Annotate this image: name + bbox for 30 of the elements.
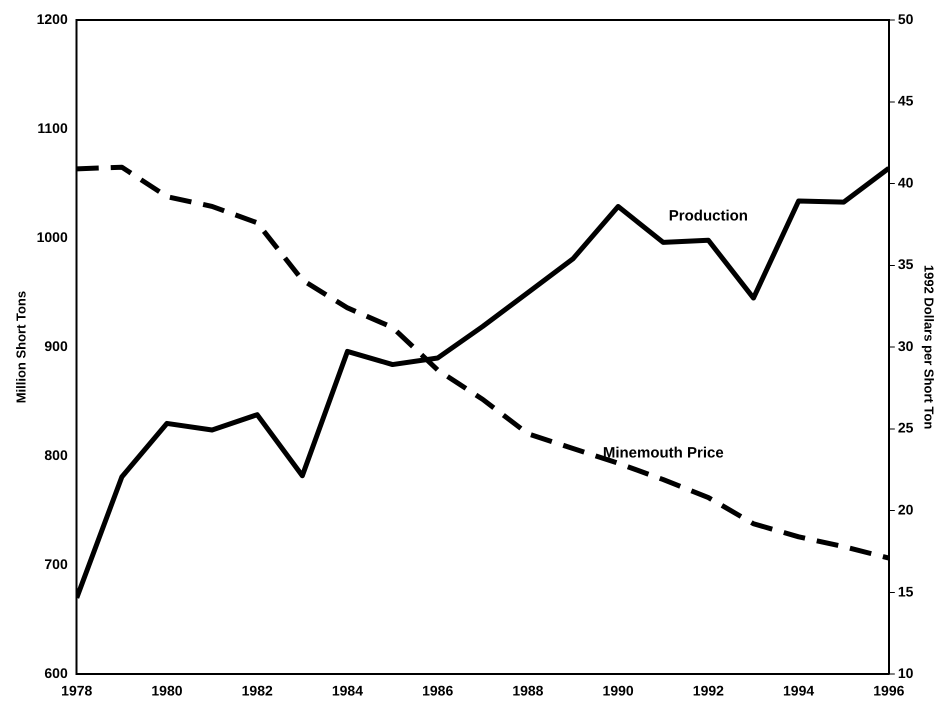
x-tick-label: 1986 <box>422 682 454 698</box>
y-tick-label: 1100 <box>37 120 68 136</box>
y2-tick-label: 40 <box>898 174 914 190</box>
x-tick-label: 1992 <box>692 682 724 698</box>
y-tick-label: 1200 <box>36 10 68 27</box>
series-label: Production <box>668 207 748 224</box>
y-axis-title: Million Short Tons <box>13 290 28 404</box>
x-tick-label: 1980 <box>151 682 183 698</box>
y2-tick-label: 45 <box>898 92 914 109</box>
y-tick-label: 700 <box>44 556 68 572</box>
y2-tick-label: 35 <box>898 256 914 272</box>
y2-tick-label: 20 <box>898 502 914 518</box>
x-tick-label: 1994 <box>783 682 814 698</box>
y2-tick-label: 25 <box>898 420 914 436</box>
x-tick-label: 1978 <box>61 682 93 698</box>
x-tick-label: 1988 <box>512 682 544 698</box>
y2-tick-label: 30 <box>898 338 914 354</box>
y2-axis-title: 1992 Dollars per Short Ton <box>922 264 937 430</box>
y2-tick-label: 50 <box>898 10 914 27</box>
y-tick-label: 1000 <box>36 228 68 245</box>
y-tick-label: 900 <box>44 338 68 354</box>
y2-tick-label: 10 <box>898 665 914 682</box>
y-tick-label: 800 <box>44 446 68 463</box>
x-tick-label: 1996 <box>873 682 905 698</box>
y2-tick-label: 15 <box>898 583 914 600</box>
x-tick-label: 1984 <box>332 682 364 698</box>
x-tick-label: 1990 <box>602 682 634 698</box>
y-tick-label: 600 <box>44 665 68 682</box>
series-label: Minemouth Price <box>602 444 724 462</box>
x-tick-label: 1982 <box>242 682 273 698</box>
